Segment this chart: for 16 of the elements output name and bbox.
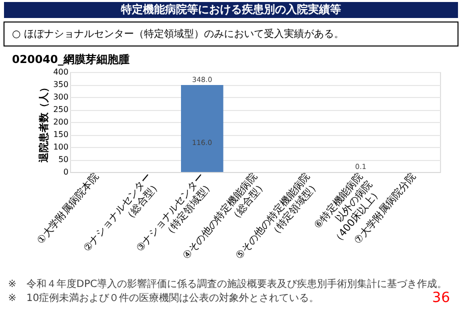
y-tick-label: 150 [53, 130, 68, 139]
text: 020040_網膜芽細胞腫 [12, 53, 130, 66]
chart-subtitle: ○ ほぼナショナルセンター（特定領域型）のみにおいて受入実績がある。 [12, 28, 344, 40]
text: ※ 10症例未満および０件の医療機関は公表の対象外とされている。 [8, 292, 320, 304]
y-tick-label: 250 [53, 105, 68, 114]
y-tick-label: 100 [53, 142, 68, 152]
y-tick-label: 400 [53, 68, 68, 76]
y-tick-label: 0 [63, 168, 68, 176]
text: ※ 令和４年度DPC導入の影響評価に係る調査の施設概要表及び疾患別手術別集計に基づき作成。 [8, 278, 448, 290]
y-tick-label: 50 [58, 155, 68, 164]
y-axis-title: 退院患者数（人） [38, 82, 50, 164]
y-tick-label: 300 [53, 92, 68, 102]
text: 36 [432, 290, 450, 306]
y-tick-label: 350 [53, 80, 68, 89]
y-tick-label: 200 [53, 118, 68, 126]
chart-title: 特定機能病院等における疾患別の入院実績等 [120, 3, 341, 16]
